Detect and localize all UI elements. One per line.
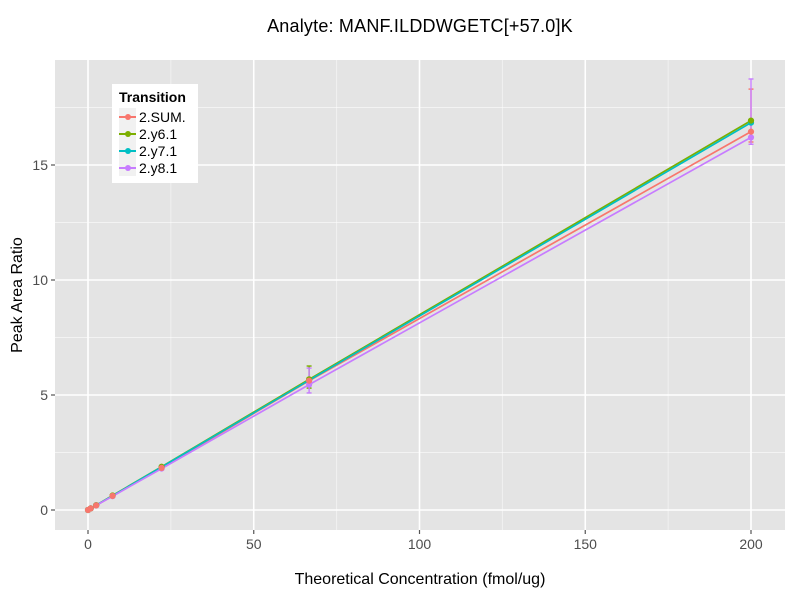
x-tick-label: 200 xyxy=(739,536,763,552)
data-point xyxy=(109,492,116,500)
legend-item-label: 2.SUM. xyxy=(139,108,186,125)
legend-key-swatch xyxy=(119,142,136,159)
legend-item: 2.SUM. xyxy=(119,108,186,125)
data-point xyxy=(747,128,755,135)
data-point xyxy=(747,134,755,141)
data-point xyxy=(306,377,313,384)
x-tick-label: 150 xyxy=(574,536,598,552)
data-point xyxy=(158,464,165,472)
legend-item: 2.y8.1 xyxy=(119,159,186,176)
legend-key-dot xyxy=(124,147,131,154)
legend-key-swatch xyxy=(119,125,136,142)
plot-title: Analyte: MANF.ILDDWGETC[+57.0]K xyxy=(267,16,573,36)
y-tick-label: 0 xyxy=(40,502,48,518)
data-point xyxy=(93,502,100,509)
legend-key-dot xyxy=(124,164,131,171)
legend-key-swatch xyxy=(119,108,136,125)
y-axis-title: Peak Area Ratio xyxy=(9,237,26,353)
legend-item: 2.y6.1 xyxy=(119,125,186,142)
x-tick-label: 0 xyxy=(84,536,92,552)
legend-key-swatch xyxy=(119,159,136,176)
legend: Transition 2.SUM. 2.y6.1 2.y7.1 2.y8.1 xyxy=(112,84,198,183)
x-tick-label: 100 xyxy=(408,536,432,552)
data-point xyxy=(747,117,755,124)
legend-items: 2.SUM. 2.y6.1 2.y7.1 2.y8.1 xyxy=(119,108,186,176)
data-point xyxy=(87,505,94,512)
legend-key-dot xyxy=(124,113,131,120)
x-axis-title: Theoretical Concentration (fmol/ug) xyxy=(294,571,546,588)
x-tick-label: 50 xyxy=(246,536,262,552)
y-tick-label: 5 xyxy=(40,387,48,403)
legend-item-label: 2.y6.1 xyxy=(139,125,178,142)
legend-item: 2.y7.1 xyxy=(119,142,186,159)
legend-item-label: 2.y7.1 xyxy=(139,142,178,159)
y-tick-label: 15 xyxy=(32,157,48,173)
legend-title: Transition xyxy=(119,89,186,105)
y-tick-label: 10 xyxy=(32,272,48,288)
legend-key-dot xyxy=(124,130,131,137)
legend-item-label: 2.y8.1 xyxy=(139,159,178,176)
